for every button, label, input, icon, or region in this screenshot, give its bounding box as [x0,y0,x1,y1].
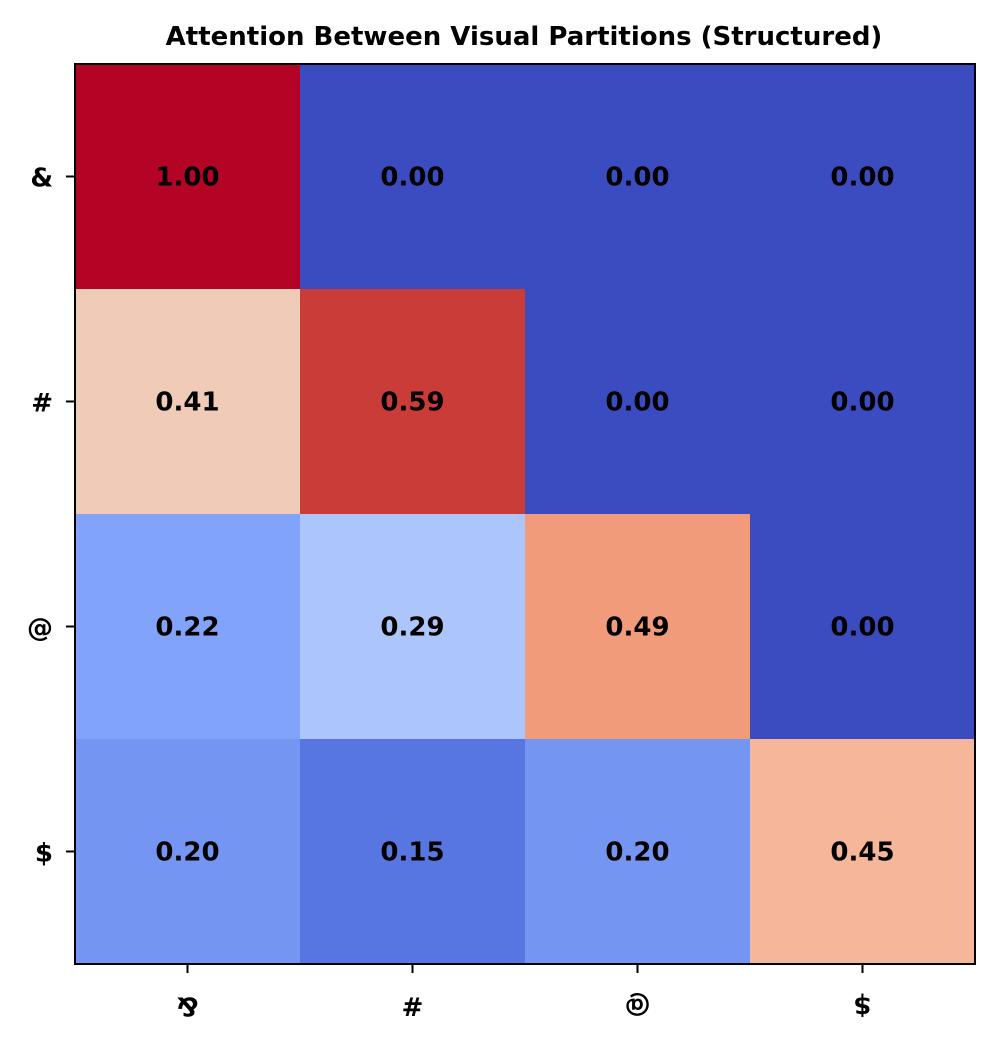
heatmap-cell-r0-c1 [300,64,526,290]
cell-value-label-r1-c0: 0.41 [155,388,219,418]
heatmap-cell-r0-c0 [75,64,301,290]
cell-value-label-r3-c3: 0.45 [830,838,894,868]
cell-value-label-r0-c3: 0.00 [830,163,894,193]
heatmap-cell-r1-c0 [75,289,301,515]
heatmap-cell-r1-c2 [525,289,751,515]
y-tick-label-0: & [30,164,53,194]
x-tick-label-2: @ [625,991,651,1021]
cell-value-label-r2-c1: 0.29 [380,613,444,643]
cell-value-label-r1-c1: 0.59 [380,388,444,418]
heatmap-cell-r2-c3 [750,514,976,740]
x-tick-label-3: $ [853,991,871,1021]
x-tick-label-0: & [176,991,199,1021]
plot-frame [74,63,976,965]
cell-value-label-r1-c2: 0.00 [605,388,669,418]
heatmap-cell-r3-c1 [300,739,526,965]
cell-value-label-r0-c2: 0.00 [605,163,669,193]
heatmap-cell-r3-c3 [750,739,976,965]
cell-value-labels: 1.00 0.00 0.00 0.00 0.41 0.59 0.00 0.00 0.22 0.29… [155,163,894,868]
heatmap-cells [75,64,976,965]
y-tick-label-1: # [31,389,53,419]
cell-value-label-r2-c3: 0.00 [830,613,894,643]
heatmap-cell-r1-c1 [300,289,526,515]
heatmap-cell-r3-c2 [525,739,751,965]
cell-value-label-r2-c2: 0.49 [605,613,669,643]
heatmap-cell-r0-c3 [750,64,976,290]
y-tick-label-2: @ [27,614,53,644]
heatmap-cell-r2-c1 [300,514,526,740]
cell-value-label-r3-c1: 0.15 [380,838,444,868]
cell-value-label-r3-c2: 0.20 [605,838,669,868]
cell-value-label-r2-c0: 0.22 [155,613,219,643]
cell-value-label-r0-c1: 0.00 [380,163,444,193]
heatmap-cell-r2-c0 [75,514,301,740]
chart-title: Attention Between Visual Partitions (Str… [166,22,883,52]
axes: & # @ $ & # @ $ [27,63,976,1021]
cell-value-label-r0-c0: 1.00 [155,163,219,193]
heatmap-cell-r1-c3 [750,289,976,515]
x-tick-label-1: # [402,991,424,1021]
heatmap-cell-r2-c2 [525,514,751,740]
heatmap-cell-r3-c0 [75,739,301,965]
y-tick-label-3: $ [35,839,53,869]
heatmap-cell-r0-c2 [525,64,751,290]
cell-value-label-r3-c0: 0.20 [155,838,219,868]
cell-value-label-r1-c3: 0.00 [830,388,894,418]
